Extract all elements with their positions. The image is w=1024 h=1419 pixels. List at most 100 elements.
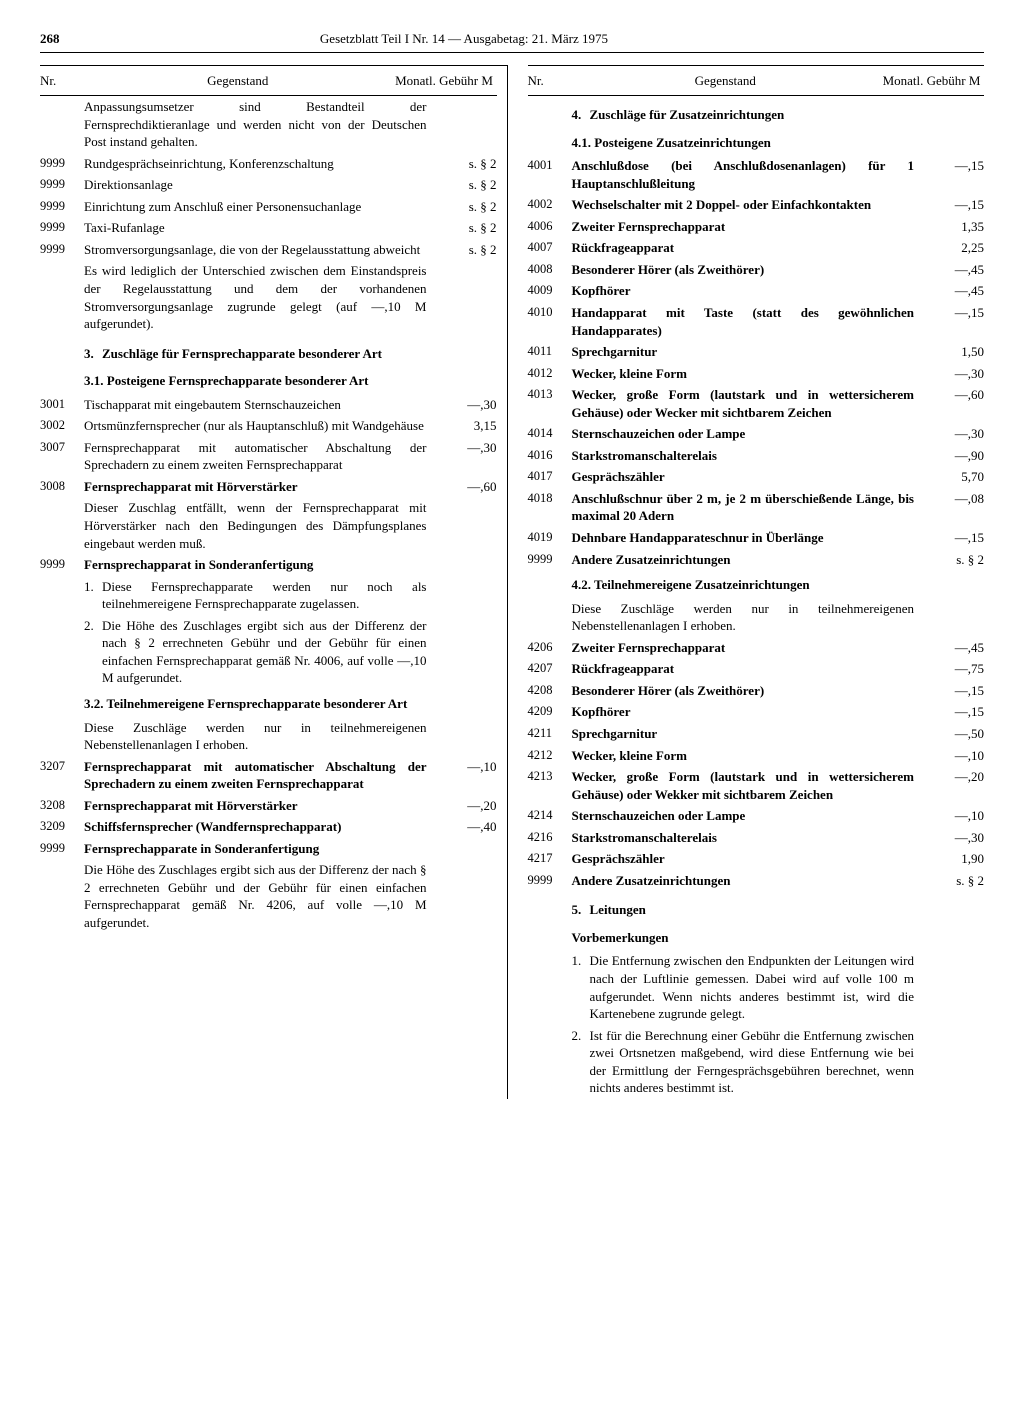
entry-fee [427, 838, 497, 860]
entry-text: 1.Diese Fernsprechapparate werden nur no… [84, 576, 427, 615]
table-row: 3207Fernsprechapparat mit automatischer … [40, 756, 497, 795]
table-row: 4206Zweiter Fernsprechapparat—,45 [528, 637, 985, 659]
table-row: 4017Gesprächszähler5,70 [528, 466, 985, 488]
left-column: Nr. Gegenstand Monatl. Gebühr M Anpassun… [40, 65, 508, 1099]
table-row: 3.Zuschläge für Fernsprechapparate beson… [40, 335, 497, 367]
entry-text: Wecker, große Form (lautstark und in wet… [572, 384, 915, 423]
entry-nr: 4008 [528, 259, 572, 281]
entry-nr [40, 576, 84, 615]
entry-fee [427, 717, 497, 756]
entry-nr [528, 1025, 572, 1099]
table-row: 4010Handapparat mit Taste (statt des gew… [528, 302, 985, 341]
entry-fee [427, 689, 497, 717]
entry-nr: 3007 [40, 437, 84, 476]
entry-text: Kopfhörer [572, 280, 915, 302]
entry-fee: —,15 [914, 527, 984, 549]
entry-text: Andere Zusatzeinrichtungen [572, 870, 915, 892]
content-columns: Nr. Gegenstand Monatl. Gebühr M Anpassun… [40, 65, 984, 1099]
entry-text: Anschlußschnur über 2 m, je 2 m überschi… [572, 488, 915, 527]
table-row: 5.Leitungen [528, 891, 985, 923]
entry-nr: 4018 [528, 488, 572, 527]
entry-text: Rückfrageapparat [572, 237, 915, 259]
entry-fee: —,45 [914, 259, 984, 281]
entry-nr: 4019 [528, 527, 572, 549]
entry-fee: —,45 [914, 280, 984, 302]
entry-fee: s. § 2 [427, 196, 497, 218]
entry-fee: —,15 [914, 155, 984, 194]
entry-text: 4.2. Teilnehmereigene Zusatzeinrichtunge… [572, 570, 915, 598]
entry-fee [427, 615, 497, 689]
col-header-gebuehr: Monatl. Gebühr M [879, 72, 984, 90]
entry-text: 2.Ist für die Berechnung einer Gebühr di… [572, 1025, 915, 1099]
entry-fee: —,30 [914, 423, 984, 445]
entry-text: Tischapparat mit eingebautem Sternschauz… [84, 394, 427, 416]
entry-nr: 9999 [40, 217, 84, 239]
table-row: 3208Fernsprechapparat mit Hörverstärker—… [40, 795, 497, 817]
col-header-gebuehr: Monatl. Gebühr M [392, 72, 497, 90]
entry-text: Anpassungsumsetzer sind Bestandteil der … [84, 96, 427, 153]
entry-nr: 3209 [40, 816, 84, 838]
table-row: 1.Diese Fernsprechapparate werden nur no… [40, 576, 497, 615]
entry-nr: 4208 [528, 680, 572, 702]
table-row: 9999Andere Zusatzeinrichtungens. § 2 [528, 549, 985, 571]
entry-fee: —,20 [427, 795, 497, 817]
entry-fee [427, 96, 497, 153]
entry-nr [40, 260, 84, 334]
entry-text: Diese Zuschläge werden nur in teilnehmer… [572, 598, 915, 637]
entry-fee [427, 366, 497, 394]
right-column: Nr. Gegenstand Monatl. Gebühr M 4.Zuschl… [528, 65, 985, 1099]
table-row: 4018Anschlußschnur über 2 m, je 2 m über… [528, 488, 985, 527]
entry-nr: 4001 [528, 155, 572, 194]
entry-text: Starkstromanschalterelais [572, 445, 915, 467]
entry-text: 3.1. Posteigene Fernsprechapparate beson… [84, 366, 427, 394]
left-entries-table: Anpassungsumsetzer sind Bestandteil der … [40, 96, 497, 933]
entry-fee: —,60 [427, 476, 497, 498]
entry-fee: —,30 [427, 437, 497, 476]
entry-nr: 3208 [40, 795, 84, 817]
entry-fee: —,90 [914, 445, 984, 467]
entry-text: Ortsmünzfernsprecher (nur als Hauptansch… [84, 415, 427, 437]
table-row: 3.1. Posteigene Fernsprechapparate beson… [40, 366, 497, 394]
entry-nr: 9999 [40, 554, 84, 576]
table-row: 9999Andere Zusatzeinrichtungens. § 2 [528, 870, 985, 892]
table-row: 4014Sternschauzeichen oder Lampe—,30 [528, 423, 985, 445]
entry-fee: 1,35 [914, 216, 984, 238]
entry-nr: 9999 [40, 838, 84, 860]
entry-text: Stromversorgungsanlage, die von der Rege… [84, 239, 427, 261]
entry-fee: 1,90 [914, 848, 984, 870]
entry-text: Diese Zuschläge werden nur in teilnehmer… [84, 717, 427, 756]
table-row: 4217Gesprächszähler1,90 [528, 848, 985, 870]
entry-fee [427, 260, 497, 334]
entry-nr: 9999 [528, 549, 572, 571]
table-row: Anpassungsumsetzer sind Bestandteil der … [40, 96, 497, 153]
entry-nr [528, 96, 572, 128]
table-row: 4216Starkstromanschalterelais—,30 [528, 827, 985, 849]
entry-fee: —,15 [914, 680, 984, 702]
entry-text: Vorbemerkungen [572, 923, 915, 951]
entry-text: Zweiter Fernsprechapparat [572, 637, 915, 659]
entry-fee: s. § 2 [914, 549, 984, 571]
entry-nr: 4214 [528, 805, 572, 827]
entry-nr [40, 717, 84, 756]
entry-nr [40, 615, 84, 689]
entry-fee: 1,50 [914, 341, 984, 363]
col-header-nr: Nr. [528, 72, 572, 90]
table-row: 4213Wecker, große Form (lautstark und in… [528, 766, 985, 805]
table-row: 4211Sprechgarnitur—,50 [528, 723, 985, 745]
table-row: 9999Einrichtung zum Anschluß einer Perso… [40, 196, 497, 218]
entry-nr [528, 923, 572, 951]
entry-nr: 4007 [528, 237, 572, 259]
entry-fee [914, 96, 984, 128]
entry-text: Rückfrageapparat [572, 658, 915, 680]
entry-nr: 4013 [528, 384, 572, 423]
entry-text: Dieser Zuschlag entfällt, wenn der Ferns… [84, 497, 427, 554]
entry-text: Fernsprechapparat mit Hörverstärker [84, 795, 427, 817]
table-row: Es wird lediglich der Unterschied zwisch… [40, 260, 497, 334]
table-row: 2.Die Höhe des Zuschlages ergibt sich au… [40, 615, 497, 689]
entry-text: Wecker, kleine Form [572, 363, 915, 385]
table-row: 4.2. Teilnehmereigene Zusatzeinrichtunge… [528, 570, 985, 598]
entry-fee: 5,70 [914, 466, 984, 488]
entry-nr: 9999 [40, 196, 84, 218]
entry-text: 3.2. Teilnehmereigene Fernsprechapparate… [84, 689, 427, 717]
entry-nr: 9999 [40, 174, 84, 196]
